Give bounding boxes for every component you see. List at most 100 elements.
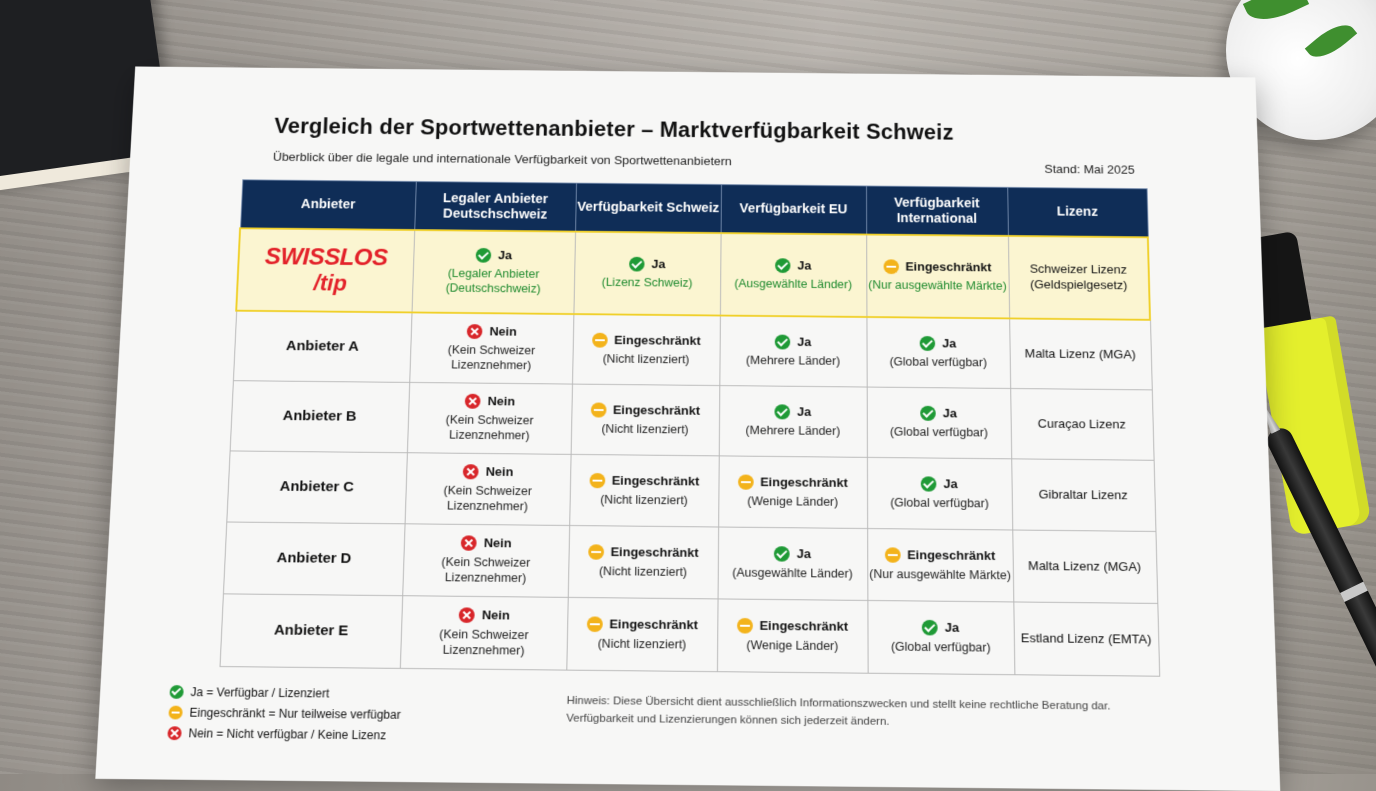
provider-name: Anbieter B bbox=[230, 381, 410, 453]
comparison-sheet: Vergleich der Sportwettenanbieter – Mark… bbox=[95, 66, 1280, 791]
page-title: Vergleich der Sportwettenanbieter – Mark… bbox=[274, 114, 954, 145]
legend: Ja = Verfügbar / Lizenziert Eingeschränkt… bbox=[167, 681, 402, 745]
status-label: Ja bbox=[945, 620, 959, 637]
availability-cell: Eingeschränkt (Nicht lizenziert) bbox=[568, 525, 718, 598]
check-icon bbox=[774, 547, 790, 562]
status-label: Eingeschränkt bbox=[759, 618, 848, 635]
status-label: Nein bbox=[486, 464, 514, 480]
status-label: Eingeschränkt bbox=[905, 259, 991, 275]
check-icon bbox=[922, 620, 938, 636]
status-detail: (Global verfügbar) bbox=[869, 639, 1013, 656]
status-badge: Ja bbox=[868, 405, 1009, 422]
provider-name: Anbieter C bbox=[226, 451, 407, 524]
column-header: Verfügbarkeit International bbox=[866, 186, 1008, 236]
cross-icon bbox=[465, 394, 481, 409]
license-cell: Gibraltar Lizenz bbox=[1011, 459, 1155, 532]
status-label: Ja bbox=[797, 404, 811, 420]
status-badge: Eingeschränkt bbox=[869, 547, 1012, 565]
status-detail: (Nur ausgewählte Märkte) bbox=[868, 277, 1008, 293]
cross-icon bbox=[459, 608, 475, 624]
check-icon bbox=[169, 685, 184, 699]
status-detail: (Nur ausgewählte Märkte) bbox=[869, 566, 1012, 583]
license-cell: Malta Lizenz (MGA) bbox=[1009, 318, 1152, 389]
availability-cell: Eingeschränkt (Nicht lizenziert) bbox=[569, 454, 719, 527]
status-badge: Ja bbox=[719, 546, 865, 564]
status-label: Eingeschränkt bbox=[760, 475, 848, 492]
license-cell: Estland Lizenz (EMTA) bbox=[1013, 602, 1159, 676]
availability-cell: Ja (Global verfügbar) bbox=[867, 457, 1012, 530]
check-icon bbox=[775, 405, 791, 420]
availability-cell: Eingeschränkt (Wenige Länder) bbox=[717, 599, 868, 673]
status-detail: (Wenige Länder) bbox=[719, 637, 867, 654]
status-badge: Ja bbox=[576, 256, 719, 273]
check-icon bbox=[920, 406, 936, 421]
check-icon bbox=[476, 248, 492, 263]
status-detail: (Nicht lizenziert) bbox=[571, 492, 717, 509]
check-icon bbox=[921, 477, 937, 492]
license-cell: Curaçao Lizenz bbox=[1010, 388, 1153, 460]
availability-cell: Nein (Kein Schweizer Lizenznehmer) bbox=[400, 596, 568, 670]
status-label: Ja bbox=[942, 336, 956, 352]
status-detail: (Ausgewählte Länder) bbox=[719, 565, 866, 582]
minus-icon bbox=[587, 617, 603, 633]
status-detail: (Legaler Anbieter (Deutschschweiz) bbox=[414, 265, 573, 296]
status-badge: Ja bbox=[868, 335, 1008, 352]
status-badge: Eingeschränkt bbox=[570, 544, 717, 562]
status-label: Eingeschränkt bbox=[907, 547, 995, 564]
status-badge: Eingeschränkt bbox=[574, 332, 718, 349]
status-label: Eingeschränkt bbox=[609, 617, 698, 634]
column-header: Verfügbarkeit EU bbox=[721, 185, 867, 235]
table-row: Anbieter C Nein (Kein Schweizer Lizenznehm… bbox=[226, 451, 1155, 532]
availability-cell: Ja (Mehrere Länder) bbox=[719, 386, 867, 458]
minus-icon bbox=[168, 705, 183, 719]
status-badge: Eingeschränkt bbox=[720, 474, 866, 491]
availability-cell: Ja (Lizenz Schweiz) bbox=[573, 232, 720, 316]
provider-name: Anbieter A bbox=[233, 311, 412, 383]
check-icon bbox=[920, 336, 936, 351]
cross-icon bbox=[167, 726, 182, 740]
status-label: Nein bbox=[487, 394, 515, 410]
status-badge: Ja bbox=[721, 334, 865, 351]
status-detail: (Mehrere Länder) bbox=[721, 352, 865, 369]
check-icon bbox=[775, 335, 791, 350]
availability-cell: Ja (Ausgewählte Länder) bbox=[720, 233, 867, 317]
license-cell: Schweizer Lizenz (Geldspielgesetz) bbox=[1008, 236, 1150, 320]
availability-cell: Eingeschränkt (Nicht lizenziert) bbox=[566, 597, 717, 671]
legend-item: Ja = Verfügbar / Lizenziert bbox=[169, 681, 402, 704]
availability-cell: Ja (Mehrere Länder) bbox=[719, 316, 866, 388]
check-icon bbox=[629, 257, 645, 272]
status-badge: Nein bbox=[410, 393, 571, 410]
availability-cell: Eingeschränkt (Wenige Länder) bbox=[718, 456, 867, 529]
availability-cell: Ja (Legaler Anbieter (Deutschschweiz) bbox=[412, 230, 576, 314]
check-icon bbox=[775, 259, 790, 274]
availability-cell: Eingeschränkt (Nur ausgewählte Märkte) bbox=[867, 529, 1013, 602]
status-label: Ja bbox=[797, 546, 811, 562]
status-label: Eingeschränkt bbox=[613, 403, 700, 420]
status-badge: Ja bbox=[869, 619, 1012, 637]
availability-cell: Ja (Global verfügbar) bbox=[867, 600, 1014, 674]
availability-cell: Eingeschränkt (Nicht lizenziert) bbox=[571, 384, 720, 456]
comparison-table: Anbieter Legaler Anbieter Deutschschweiz… bbox=[219, 179, 1161, 676]
license-cell: Malta Lizenz (MGA) bbox=[1012, 530, 1157, 603]
table-row-swisslos: SWISSLOS /tip Ja (Legaler Anbieter (Deuts… bbox=[236, 228, 1150, 320]
minus-icon bbox=[885, 548, 901, 563]
status-detail: (Global verfügbar) bbox=[869, 495, 1011, 512]
minus-icon bbox=[590, 403, 606, 418]
status-label: Ja bbox=[943, 406, 957, 422]
column-header: Anbieter bbox=[240, 180, 416, 230]
status-badge: Eingeschränkt bbox=[569, 616, 716, 634]
table-row: Anbieter E Nein (Kein Schweizer Lizenznehm… bbox=[220, 594, 1160, 676]
page-subtitle: Überblick über die legale und internatio… bbox=[273, 150, 732, 168]
status-badge: Ja bbox=[721, 404, 866, 421]
status-badge: Ja bbox=[868, 476, 1010, 493]
status-label: Eingeschränkt bbox=[612, 473, 700, 490]
status-detail: (Wenige Länder) bbox=[720, 493, 866, 510]
status-badge: Eingeschränkt bbox=[719, 618, 866, 636]
status-detail: (Global verfügbar) bbox=[868, 424, 1009, 441]
status-badge: Nein bbox=[408, 463, 569, 481]
status-label: Eingeschränkt bbox=[610, 544, 698, 561]
cross-icon bbox=[461, 536, 477, 551]
status-label: Ja bbox=[797, 335, 811, 351]
legend-text: Nein = Nicht verfügbar / Keine Lizenz bbox=[188, 726, 386, 742]
status-detail: (Nicht lizenziert) bbox=[570, 563, 717, 580]
